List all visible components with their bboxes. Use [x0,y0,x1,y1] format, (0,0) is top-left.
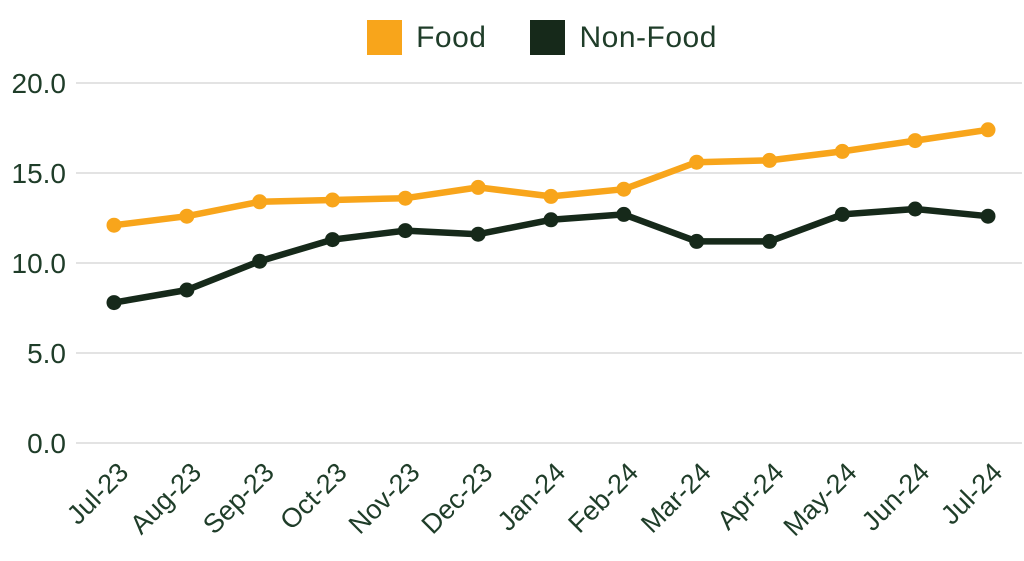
legend-item-non-food: Non-Food [530,20,716,55]
non-food-point [543,212,559,228]
non-food-point [907,201,923,217]
y-tick-label: 20.0 [12,68,67,99]
food-legend-swatch [367,20,403,55]
x-tick-label: Nov-23 [343,457,426,540]
non-food-point [106,295,122,311]
chart-legend: Food Non-Food [30,20,1024,55]
x-tick-label: Aug-23 [124,457,207,540]
food-point [762,152,777,168]
y-tick-label: 10.0 [12,248,67,279]
non-food-point [616,206,632,222]
food-legend-label: Food [416,20,487,54]
food-point [543,188,559,204]
x-tick-label: Apr-24 [711,457,790,536]
food-point [470,179,486,195]
y-tick-label: 5.0 [27,338,66,369]
non-food-legend-label: Non-Food [579,20,717,54]
non-food-point [325,232,340,248]
x-tick-label: Jul-23 [61,457,134,530]
legend-item-food: Food [367,20,486,55]
non-food-point [762,233,777,249]
food-point [397,190,413,206]
food-point [689,154,705,170]
x-tick-label: Mar-24 [635,457,717,539]
x-tick-label: May-24 [778,457,863,542]
non-food-point [689,233,705,249]
food-point [834,143,850,159]
non-food-point [252,253,268,269]
x-tick-label: Oct-23 [274,457,353,536]
y-tick-label: 15.0 [12,158,67,189]
x-tick-label: Sep-23 [197,457,280,540]
non-food-point [397,223,413,239]
non-food-point [179,282,195,298]
food-point [179,208,195,224]
y-tick-label: 0.0 [27,428,66,459]
x-tick-label: Dec-23 [416,457,499,540]
food-point [980,122,996,138]
non-food-legend-swatch [530,20,566,55]
food-point [106,217,122,233]
non-food-point [834,206,850,222]
x-tick-label: Jan-24 [492,457,572,537]
food-point [252,194,268,210]
food-point [325,192,340,208]
food-point [907,133,923,149]
x-tick-label: Jun-24 [856,457,936,537]
food-point [616,181,632,197]
x-tick-label: Feb-24 [562,457,644,539]
non-food-point [470,226,486,242]
non-food-point [980,208,996,224]
x-tick-label: Jul-24 [935,457,1008,530]
